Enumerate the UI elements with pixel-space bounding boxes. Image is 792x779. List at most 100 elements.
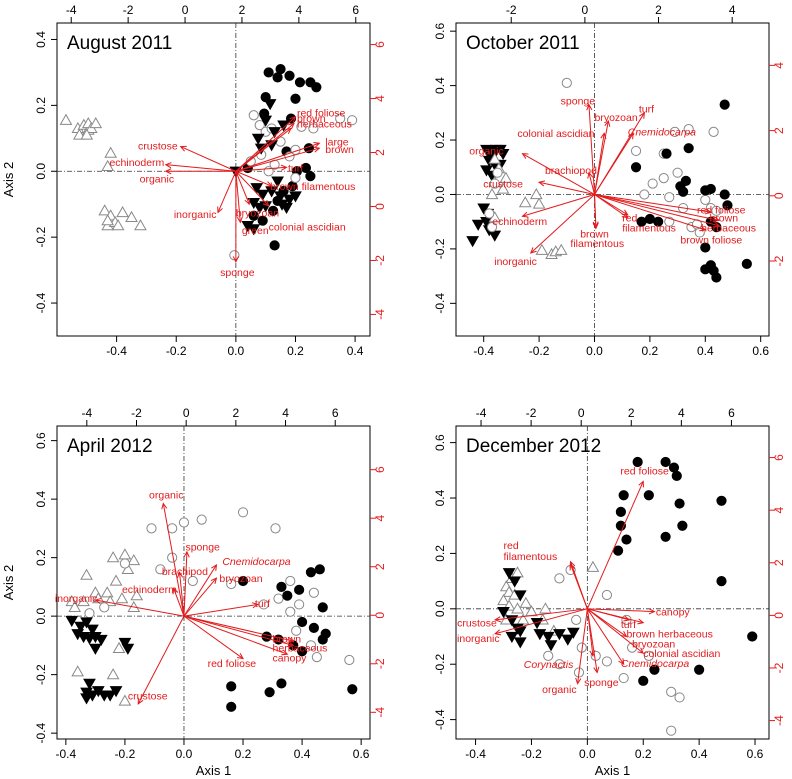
site-point-filled-inverted-triangle (247, 224, 261, 236)
top-axis-tick-label: 4 (296, 3, 303, 17)
site-point-filled-circle (643, 490, 654, 501)
site-point-open-circle (571, 614, 582, 625)
site-point-open-triangle (89, 116, 103, 129)
site-point-filled-circle (296, 646, 308, 657)
x-tick-label: 0.0 (579, 747, 596, 761)
site-point-open-circle (639, 189, 650, 200)
x-tick-label: -0.4 (465, 747, 486, 761)
vector-label: brachiopod (545, 165, 597, 177)
vector-arrowhead (618, 658, 625, 666)
site-point-open-triangle (118, 694, 132, 706)
site-point-open-triangle (485, 187, 499, 200)
vector-arrow (594, 193, 720, 227)
site-point-filled-circle (636, 216, 647, 227)
site-point-filled-inverted-triangle (263, 99, 277, 111)
vector-label: Cnemidocarpa (222, 556, 290, 568)
site-point-filled-circle (269, 240, 280, 251)
vector-arrowhead (648, 608, 656, 615)
right-axis-tick-label: -4 (772, 715, 786, 726)
site-point-open-triangle (101, 159, 115, 171)
vector-arrow (538, 181, 595, 195)
site-point-open-circle (308, 123, 319, 134)
site-point-open-circle (146, 523, 157, 534)
site-point-filled-inverted-triangle (89, 643, 102, 655)
site-point-open-triangle (496, 182, 510, 194)
vector-arrow (594, 193, 711, 213)
site-point-open-circle (664, 192, 675, 203)
x-tick-label: 0.0 (176, 747, 193, 761)
vector-arrowhead (600, 132, 607, 140)
site-point-filled-inverted-triangle (567, 627, 580, 639)
vector-label: organic (140, 174, 174, 186)
site-point-open-triangle (488, 152, 502, 164)
vector-arrow (577, 608, 588, 684)
vector-label: echinoderm (492, 216, 547, 228)
site-point-filled-inverted-triangle (508, 576, 522, 588)
vector-arrowhead (177, 571, 184, 579)
x-tick-label: 0.2 (235, 747, 252, 761)
site-point-open-circle (196, 514, 207, 525)
vector-label: bryozoan (594, 112, 637, 124)
top-axis-tick-label: 2 (628, 406, 635, 420)
site-point-filled-circle (660, 456, 671, 468)
vector-arrow (183, 615, 294, 646)
panel-april-2012: -0.4 -0.2 0.0 0.2 0.4 0.6 -0.4 -0.2 0.0 0.2 0.4 0.6… (1, 406, 387, 778)
top-axis-tick-label: 6 (728, 406, 735, 420)
site-point-filled-inverted-triangle (561, 634, 575, 646)
site-point-filled-inverted-triangle (541, 631, 555, 644)
vector-label: red foliose (208, 658, 257, 670)
site-point-filled-inverted-triangle (251, 133, 265, 145)
site-point-filled-inverted-triangle (280, 202, 293, 215)
right-axis-tick-label: 4 (373, 515, 387, 522)
site-point-filled-circle (317, 634, 328, 645)
site-point-open-circle (492, 167, 503, 178)
vector-arrowhead (251, 602, 259, 609)
vector-arrow (495, 608, 588, 621)
vector-arrow (235, 147, 320, 172)
top-axis-tick-label: -2 (131, 406, 142, 420)
vector-arrow (235, 170, 272, 187)
vector-arrowhead (627, 132, 634, 140)
site-point-open-triangle (109, 574, 123, 586)
right-axis-tick-label: 6 (772, 454, 786, 461)
vector-arrowhead (638, 480, 644, 488)
site-point-open-circle (643, 650, 654, 662)
vector-arrow (588, 104, 595, 195)
site-point-open-circle (291, 625, 302, 636)
site-point-open-triangle (115, 592, 129, 604)
site-point-filled-inverted-triangle (118, 637, 132, 649)
vector-arrowhead (623, 615, 631, 622)
vector-arrowhead (521, 211, 529, 218)
x-tick-label: -0.2 (166, 344, 187, 358)
x-tick-label: 0.0 (228, 344, 245, 358)
y-tick-label: 0.0 (34, 607, 48, 624)
vector-label: red foliose (297, 108, 346, 120)
x-tick-label: 0.4 (691, 747, 708, 761)
site-point-filled-circle (264, 687, 275, 698)
vector-arrowhead (713, 216, 721, 223)
site-point-filled-inverted-triangle (513, 590, 527, 602)
vector-arrowhead (236, 216, 243, 224)
site-point-filled-inverted-triangle (94, 634, 108, 647)
x-tick-label: -0.2 (529, 344, 550, 358)
vector-arrowhead (313, 142, 321, 148)
top-axis-tick-label: 4 (678, 406, 685, 420)
site-point-filled-circle (308, 622, 319, 633)
vector-label: filamentous (570, 238, 624, 250)
site-point-open-circle (630, 145, 642, 157)
site-point-open-circle (683, 124, 694, 135)
site-point-open-triangle (535, 243, 549, 255)
site-point-filled-circle (284, 70, 295, 81)
vector-arrowhead (94, 597, 102, 604)
site-point-open-triangle (106, 551, 120, 563)
site-point-filled-circle (290, 93, 301, 104)
top-axis-tick-label: 4 (282, 406, 289, 420)
right-axis-tick-label: 0 (772, 192, 786, 199)
vector-arrowhead (211, 563, 218, 571)
right-axis-tick-label: 2 (373, 149, 387, 156)
top-axis-tick-label: -2 (526, 406, 537, 420)
site-point-open-circle (273, 593, 284, 604)
site-point-open-triangle (529, 187, 543, 200)
right-axis-tick-label: -2 (373, 658, 387, 669)
